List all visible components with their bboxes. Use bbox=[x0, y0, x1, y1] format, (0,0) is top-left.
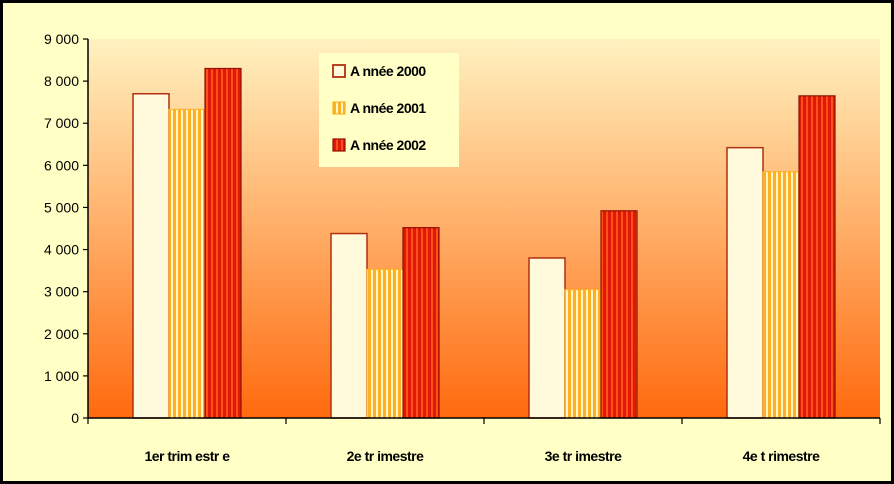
y-tick-label: 9 000 bbox=[44, 31, 79, 47]
legend-swatch-1 bbox=[332, 64, 346, 78]
y-tick-label: 8 000 bbox=[44, 73, 79, 89]
bar-series-1-3 bbox=[528, 257, 566, 419]
legend-swatch-2 bbox=[332, 101, 346, 115]
legend-label-1: A nnée 2000 bbox=[350, 63, 426, 79]
legend-label-2: A nnée 2001 bbox=[350, 100, 426, 116]
bar-series-1-2 bbox=[330, 232, 368, 419]
x-tick-label: 2e tr imestre bbox=[347, 448, 424, 464]
bar-series-3-1 bbox=[204, 67, 242, 419]
bar-series-2-4 bbox=[762, 171, 800, 419]
bar-series-3-4 bbox=[798, 95, 836, 419]
y-tick-label: 2 000 bbox=[44, 326, 79, 342]
y-tick-label: 0 bbox=[71, 410, 79, 426]
y-tick-label: 3 000 bbox=[44, 284, 79, 300]
x-tick-label: 4e t rimestre bbox=[743, 448, 820, 464]
y-tick-label: 7 000 bbox=[44, 115, 79, 131]
y-tick-label: 1 000 bbox=[44, 368, 79, 384]
bar-series-1-1 bbox=[132, 92, 170, 419]
bar-series-1-4 bbox=[726, 146, 764, 419]
legend-label-3: A nnée 2002 bbox=[350, 137, 426, 153]
bar-series-2-3 bbox=[564, 289, 602, 419]
y-tick-label: 6 000 bbox=[44, 157, 79, 173]
bar-series-2-1 bbox=[168, 108, 206, 419]
bar-series-3-2 bbox=[402, 227, 440, 419]
bar-chart: 0 1 000 2 000 3 000 4 000 5 000 6 000 7 000 8 00… bbox=[44, 31, 881, 464]
x-tick-label: 1er trim estr e bbox=[144, 448, 230, 464]
bar-series-3-3 bbox=[600, 210, 638, 419]
legend-swatch-3 bbox=[332, 138, 346, 152]
y-tick-label: 5 000 bbox=[44, 199, 79, 215]
x-tick-label: 3e tr imestre bbox=[545, 448, 622, 464]
y-tick-label: 4 000 bbox=[44, 242, 79, 258]
bar-series-2-2 bbox=[366, 268, 404, 419]
